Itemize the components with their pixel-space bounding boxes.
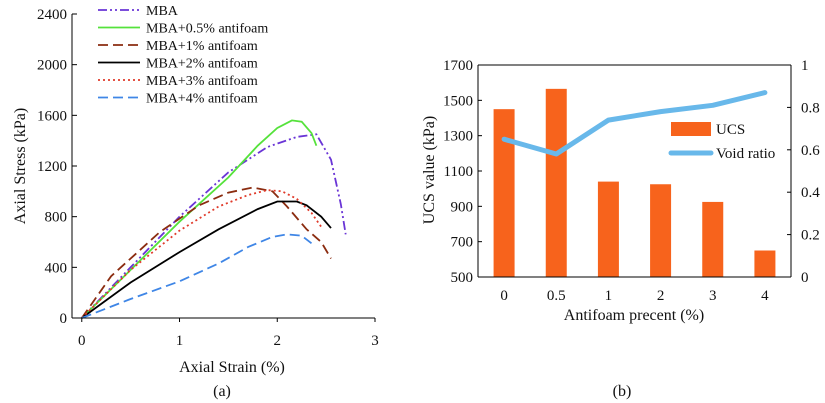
a-panel-label: (a) (213, 383, 231, 400)
stress-strain-chart: 0 400 800 1200 1600 2000 2400 0 1 2 3 MBA MBA+0.5%… (12, 4, 379, 400)
series-line-0 (81, 133, 347, 319)
b-y-tick-label: 700 (451, 235, 474, 251)
ucs-bar-4 (702, 201, 724, 277)
b-y-tick-label: 1500 (443, 93, 473, 109)
series-line-1 (81, 119, 318, 319)
legend-swatch-ucs (671, 122, 711, 136)
legend-label-ucs: UCS (716, 122, 745, 138)
b-x-tick-label: 2 (657, 288, 665, 304)
b-y2-tick-label: 1 (801, 58, 809, 74)
b-x-tick-label: 0 (500, 288, 508, 304)
a-y-tick-label: 2000 (37, 58, 67, 74)
b-panel-label: (b) (613, 383, 632, 400)
a-y-tick-label: 1200 (37, 159, 67, 175)
a-x-tick-label: 2 (274, 333, 282, 349)
b-y2-tick-label: 0.4 (801, 185, 820, 201)
b-legend: UCS Void ratio (668, 122, 775, 162)
b-x-tick-label: 3 (709, 288, 717, 304)
a-y-tick-label: 1600 (37, 108, 67, 124)
ucs-bar-5 (754, 250, 776, 277)
b-x-tick-label: 0.5 (547, 288, 566, 304)
b-x-axis-label: Antifoam precent (%) (564, 307, 704, 324)
ucs-bar-0 (493, 109, 515, 278)
legend-label-3: MBA+2% antifoam (146, 57, 258, 72)
b-y2-tick-label: 0 (801, 270, 809, 286)
series-line-4 (81, 189, 322, 319)
a-y-axis-label: Axial Stress (kPa) (12, 108, 29, 224)
b-y-tick-label: 1700 (443, 58, 473, 74)
a-x-tick-label: 1 (176, 333, 184, 349)
b-y-tick-label: 900 (451, 199, 474, 215)
a-y-tick-label: 2400 (37, 7, 67, 23)
ucs-bar-3 (650, 184, 672, 277)
legend-label-4: MBA+3% antifoam (146, 74, 258, 89)
b-y2-tick-label: 0.2 (801, 228, 820, 244)
a-x-tick-label: 0 (78, 333, 86, 349)
legend-label-2: MBA+1% antifoam (146, 39, 258, 54)
ucs-bar-1 (545, 88, 567, 277)
b-y-axis-label: UCS value (kPa) (421, 116, 438, 224)
a-x-tick-label: 3 (371, 333, 379, 349)
a-x-axis-label: Axial Strain (%) (179, 359, 285, 376)
ucs-void-ratio-chart: 500 700 900 1100 1300 1500 1700 0 0.2 0.4 0.6 0.8 1… (421, 58, 820, 400)
b-x-tick-label: 4 (761, 288, 769, 304)
a-y-tick-label: 800 (45, 210, 68, 226)
b-y2-tick-label: 0.6 (801, 143, 820, 159)
b-y-tick-label: 1300 (443, 129, 473, 145)
a-legend: MBA MBA+0.5% antifoam MBA+1% antifoam MBA+2… (98, 4, 268, 107)
void-ratio-line (501, 90, 768, 157)
a-y-tick-label: 400 (45, 260, 68, 276)
b-y-tick-label: 500 (451, 270, 474, 286)
ucs-bar-2 (597, 181, 619, 277)
legend-label-5: MBA+4% antifoam (146, 92, 258, 107)
b-y-tick-label: 1100 (444, 164, 473, 180)
a-y-tick-label: 0 (60, 311, 68, 327)
legend-label-0: MBA (146, 4, 179, 19)
series-line-5 (81, 233, 313, 319)
legend-label-void-ratio: Void ratio (716, 146, 775, 162)
series-line-2 (81, 186, 332, 319)
series-line-3 (81, 200, 332, 319)
b-y2-tick-label: 0.8 (801, 100, 820, 116)
legend-label-1: MBA+0.5% antifoam (146, 22, 268, 37)
b-x-tick-label: 1 (605, 288, 613, 304)
